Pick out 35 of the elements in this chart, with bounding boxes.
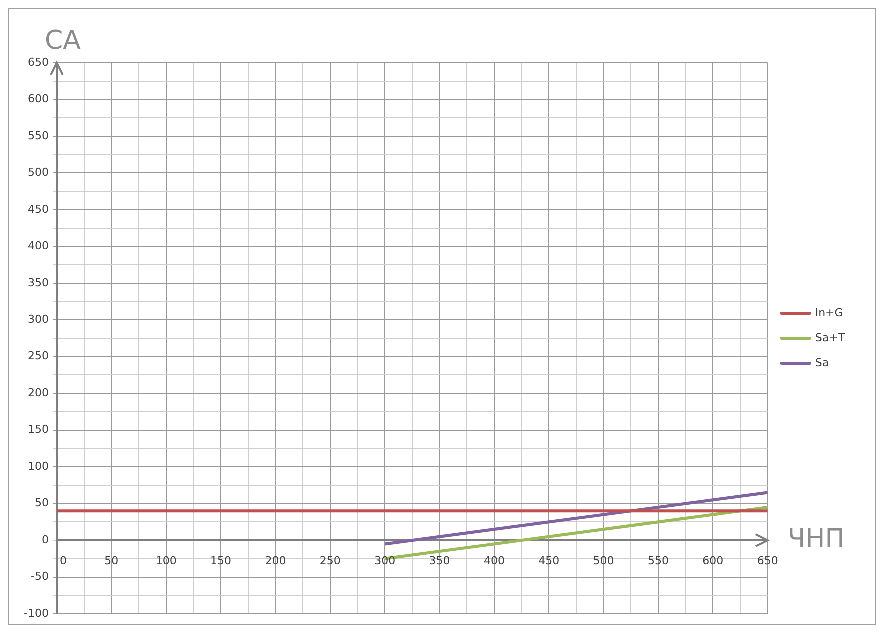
y-tick-label: 650 xyxy=(28,56,49,69)
legend-label: Sa+T xyxy=(815,331,846,344)
legend-label: Sa xyxy=(815,356,830,370)
x-tick-label: 250 xyxy=(320,554,341,568)
y-axis-title: СА xyxy=(45,26,82,56)
y-tick-label: 500 xyxy=(28,166,49,180)
y-tick-label: 200 xyxy=(28,386,49,400)
x-axis-title: ЧНП xyxy=(788,524,845,554)
y-tick-label: -50 xyxy=(31,570,49,584)
y-tick-label: 600 xyxy=(28,92,49,106)
x-tick-label: 300 xyxy=(374,554,396,568)
x-tick-label: 350 xyxy=(429,554,450,568)
x-tick-label: 0 xyxy=(60,554,67,568)
x-tick-label: 600 xyxy=(702,554,724,568)
x-tick-label: 550 xyxy=(648,554,669,568)
x-tick-label: 200 xyxy=(265,554,286,568)
x-tick-label: 450 xyxy=(538,554,560,568)
y-tick-label: -100 xyxy=(24,606,49,620)
y-tick-label: 350 xyxy=(28,276,49,290)
y-tick-label: 50 xyxy=(35,496,49,510)
y-tick-label: 550 xyxy=(28,129,49,142)
y-tick-label: 400 xyxy=(28,240,49,253)
x-tick-label: 400 xyxy=(484,554,505,568)
y-tick-label: 0 xyxy=(42,533,49,546)
x-tick-label: 100 xyxy=(156,554,177,568)
y-tick-label: 100 xyxy=(28,460,49,473)
x-tick-label: 500 xyxy=(593,554,614,568)
y-tick-label: 450 xyxy=(28,202,49,216)
x-tick-label: 650 xyxy=(757,554,778,568)
legend-label: In+G xyxy=(815,306,844,320)
x-tick-label: 50 xyxy=(104,554,119,568)
x-tick-label: 150 xyxy=(210,554,232,568)
y-tick-label: 150 xyxy=(28,423,49,436)
y-tick-label: 250 xyxy=(28,350,49,363)
y-tick-label: 300 xyxy=(28,312,49,326)
